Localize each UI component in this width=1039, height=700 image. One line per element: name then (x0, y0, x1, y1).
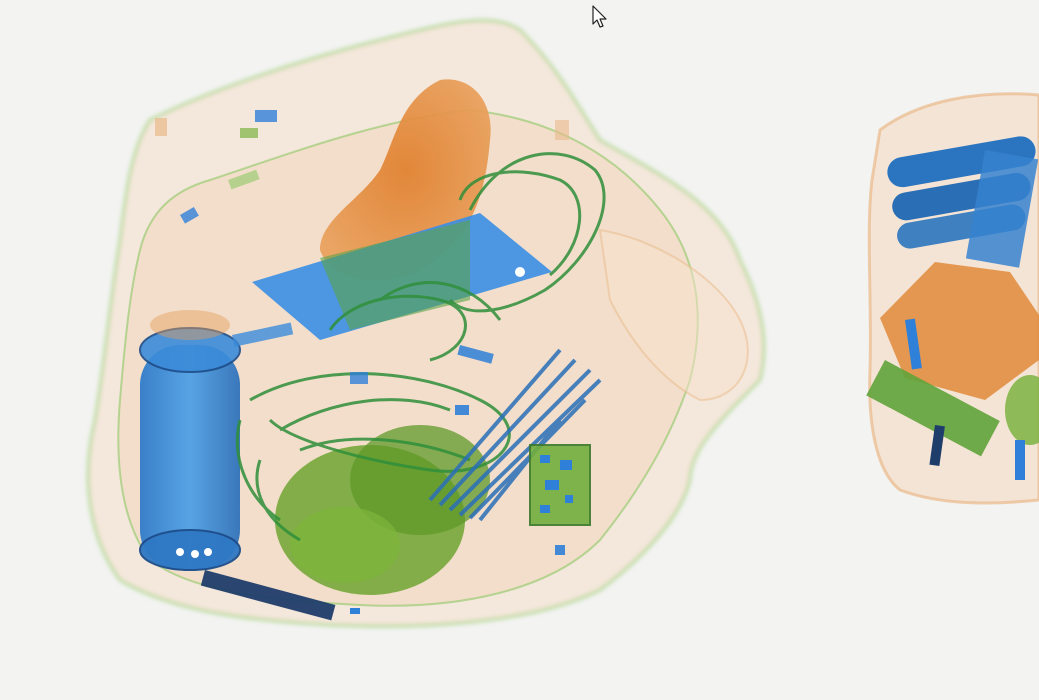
thermos-cylinder (139, 310, 294, 571)
green-pouch-inner (290, 507, 400, 583)
cables (235, 152, 606, 542)
second-bag-cylinders (887, 136, 1039, 268)
dense-metal-bar (200, 569, 336, 621)
circuit-board (529, 444, 591, 526)
circuit-chips (540, 455, 573, 513)
mouse-pointer-icon (592, 5, 607, 28)
bag-side-flap (598, 228, 749, 402)
small-items (155, 110, 569, 614)
second-bag-green (866, 318, 1039, 480)
main-bag (86, 18, 766, 628)
second-bag (866, 92, 1039, 505)
tablet-green-overlap (320, 220, 470, 330)
tablet-hole (515, 267, 525, 277)
